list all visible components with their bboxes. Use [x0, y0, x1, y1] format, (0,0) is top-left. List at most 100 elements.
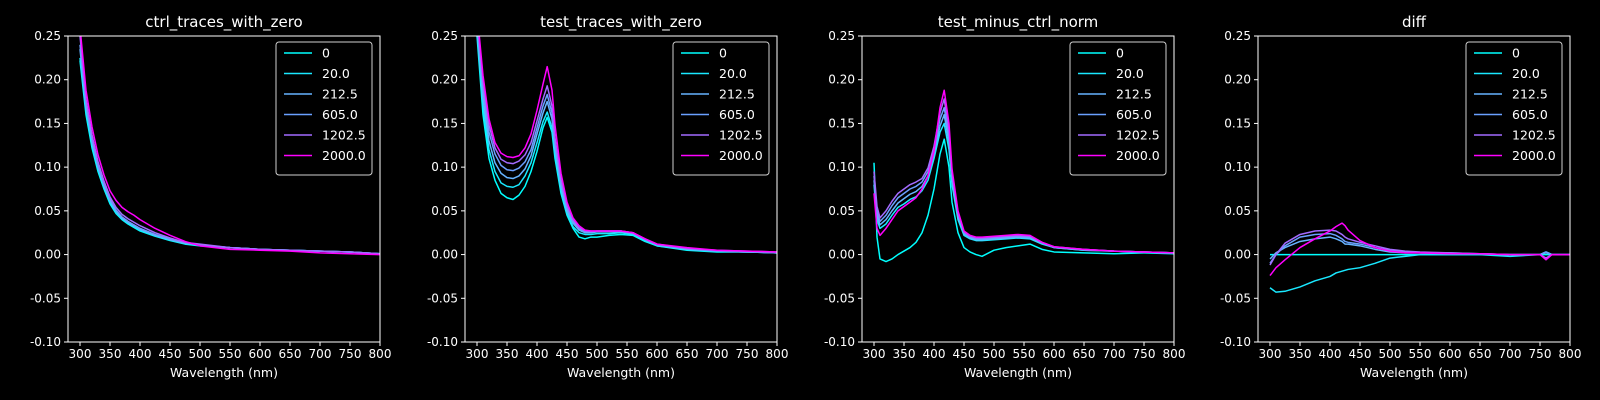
x-tick-label: 600	[646, 347, 669, 361]
axes-frame	[464, 35, 778, 343]
legend: 0 20.0 212.5 605.0 1202.5 2000.0	[672, 41, 770, 176]
legend-label: 1202.5	[322, 128, 366, 143]
y-tick-label: -0.05	[427, 291, 458, 305]
y-tick-label: -0.05	[30, 291, 61, 305]
legend-frame	[275, 41, 373, 176]
legend-label: 605.0	[719, 107, 755, 122]
x-tick-label: 600	[1439, 347, 1462, 361]
legend-label: 20.0	[1116, 66, 1144, 81]
legend: 0 20.0 212.5 605.0 1202.5 2000.0	[1465, 41, 1563, 176]
y-tick-label: -0.05	[824, 291, 855, 305]
y-tick-label: -0.10	[1220, 335, 1251, 349]
x-tick-label: 800	[1163, 347, 1186, 361]
series-group	[79, 36, 380, 256]
legend-frame	[1465, 41, 1563, 176]
x-tick-label: 750	[1133, 347, 1156, 361]
series-line-20.0	[476, 36, 777, 254]
legend-label: 605.0	[1512, 107, 1548, 122]
y-tick-label: 0.25	[431, 29, 458, 43]
y-tick-label: 0.00	[1224, 248, 1251, 262]
x-tick-label: 450	[556, 347, 579, 361]
panel-title: ctrl_traces_with_zero	[145, 13, 302, 32]
panel-title: diff	[1402, 13, 1427, 31]
x-tick-label: 800	[369, 347, 392, 361]
legend-label: 2000.0	[1512, 148, 1556, 163]
legend-label: 1202.5	[1116, 128, 1160, 143]
legend: 0 20.0 212.5 605.0 1202.5 2000.0	[1069, 41, 1167, 176]
legend-label: 605.0	[1116, 107, 1152, 122]
series-line-1202.5	[79, 36, 380, 255]
x-tick-label: 650	[676, 347, 699, 361]
x-tick-label: 650	[1073, 347, 1096, 361]
x-tick-label: 700	[309, 347, 332, 361]
legend-label: 2000.0	[719, 148, 763, 163]
y-tick-label: 0.15	[431, 116, 458, 130]
y-tick-label: -0.05	[1220, 291, 1251, 305]
x-tick-label: 400	[526, 347, 549, 361]
series-line-2000.0	[80, 36, 380, 256]
legend-label: 212.5	[719, 87, 755, 102]
y-tick-label: 0.05	[431, 204, 458, 218]
x-tick-label: 450	[953, 347, 976, 361]
y-tick-label: 0.25	[1224, 29, 1251, 43]
y-tick-label: 0.10	[431, 160, 458, 174]
x-tick-label: 500	[586, 347, 609, 361]
y-tick-label: 0.25	[828, 29, 855, 43]
y-tick-label: 0.10	[1224, 160, 1251, 174]
y-tick-label: -0.10	[427, 335, 458, 349]
x-tick-label: 300	[466, 347, 489, 361]
y-tick-label: 0.10	[34, 160, 61, 174]
x-axis-label: Wavelength (nm)	[567, 365, 675, 380]
x-tick-label: 750	[1529, 347, 1552, 361]
legend-label: 605.0	[322, 107, 358, 122]
x-tick-label: 500	[983, 347, 1006, 361]
x-axis-label: Wavelength (nm)	[964, 365, 1072, 380]
axes-frame	[67, 35, 381, 343]
legend-label: 2000.0	[322, 148, 366, 163]
panel-title: test_minus_ctrl_norm	[938, 13, 1099, 32]
x-tick-label: 550	[219, 347, 242, 361]
y-tick-label: 0.15	[34, 116, 61, 130]
y-tick-label: 0.15	[828, 116, 855, 130]
x-tick-label: 750	[339, 347, 362, 361]
x-axis-label: Wavelength (nm)	[1360, 365, 1468, 380]
x-tick-label: 600	[249, 347, 272, 361]
legend-label: 0	[1512, 46, 1520, 61]
x-tick-label: 550	[1013, 347, 1036, 361]
x-tick-label: 650	[279, 347, 302, 361]
y-tick-label: 0.20	[828, 73, 855, 87]
legend-label: 20.0	[322, 66, 350, 81]
legend-label: 212.5	[322, 87, 358, 102]
y-tick-label: 0.00	[34, 248, 61, 262]
legend-label: 20.0	[719, 66, 747, 81]
x-tick-label: 300	[1259, 347, 1282, 361]
x-tick-label: 650	[1469, 347, 1492, 361]
series-line-2000.0	[1269, 222, 1570, 277]
x-tick-label: 550	[1409, 347, 1432, 361]
y-tick-label: 0.05	[34, 204, 61, 218]
y-tick-label: -0.10	[30, 335, 61, 349]
x-tick-label: 350	[893, 347, 916, 361]
x-tick-label: 400	[1319, 347, 1342, 361]
y-tick-label: 0.10	[828, 160, 855, 174]
series-group	[1269, 222, 1570, 293]
x-tick-label: 500	[189, 347, 212, 361]
legend: 0 20.0 212.5 605.0 1202.5 2000.0	[275, 41, 373, 176]
legend-label: 1202.5	[719, 128, 763, 143]
panel-diff: diff Wavelength (nm) 300 350 400 450 500 550 6…	[1220, 13, 1582, 380]
legend-label: 0	[1116, 46, 1124, 61]
series-line-0	[873, 138, 1174, 263]
y-tick-label: 0.20	[431, 73, 458, 87]
legend-label: 0	[322, 46, 330, 61]
x-tick-label: 700	[1499, 347, 1522, 361]
legend-frame	[672, 41, 770, 176]
x-tick-label: 800	[1559, 347, 1582, 361]
panel-test-minus-ctrl: test_minus_ctrl_norm Wavelength (nm) 300…	[824, 13, 1186, 380]
x-tick-label: 450	[1349, 347, 1372, 361]
panel-title: test_traces_with_zero	[540, 13, 702, 32]
x-tick-label: 500	[1379, 347, 1402, 361]
series-line-605.0	[477, 36, 777, 254]
legend-label: 20.0	[1512, 66, 1540, 81]
y-tick-label: 0.20	[34, 73, 61, 87]
